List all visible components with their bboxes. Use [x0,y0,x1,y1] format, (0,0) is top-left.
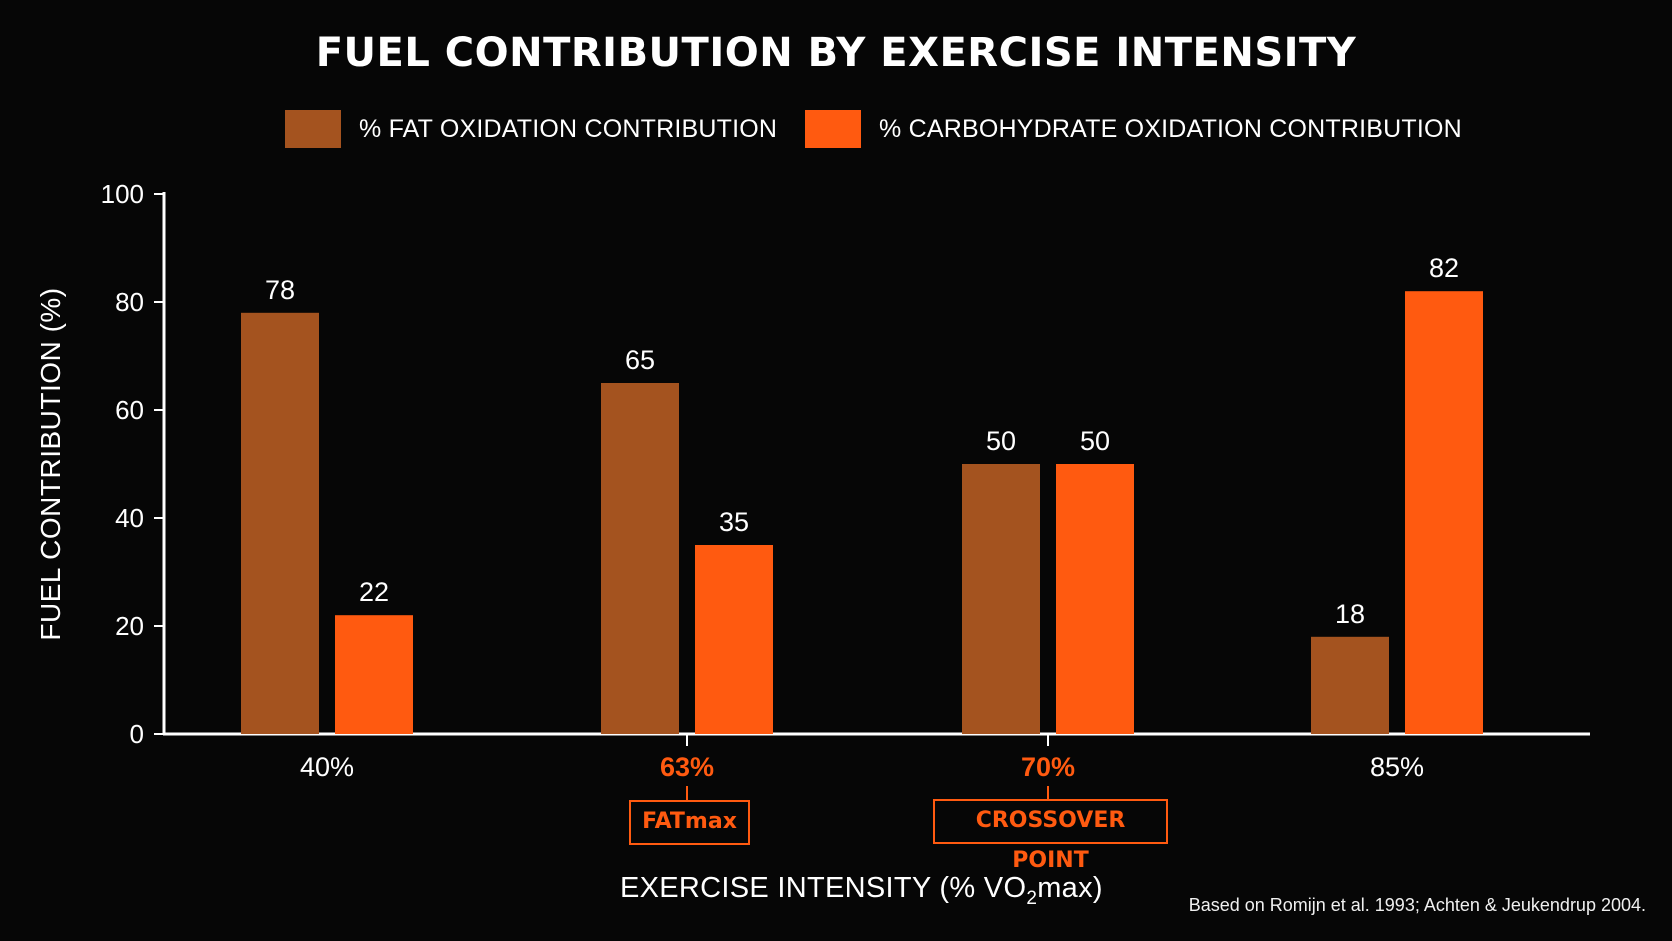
legend-label-fat: % FAT OXIDATION CONTRIBUTION [359,114,778,143]
y-axis-label: FUEL CONTRIBUTION (%) [35,287,66,640]
bar-carbohydrate-0 [335,615,413,734]
y-tick-label: 20 [115,611,144,641]
y-tick-label: 80 [115,287,144,317]
bar-carbohydrate-1 [695,545,773,734]
data-label-fat-2: 50 [986,426,1016,456]
bar-fat-0 [241,312,319,734]
x-tick-label-2: 70% [1021,752,1075,782]
legend-item-carbohydrate: % CARBOHYDRATE OXIDATION CONTRIBUTION [805,110,1462,148]
x-axis-label-suffix: max) [1037,872,1103,904]
data-label-fat-1: 65 [625,345,655,375]
bar-fat-3 [1311,636,1389,734]
x-tick-label-1: 63% [660,752,714,782]
chart-title: FUEL CONTRIBUTION BY EXERCISE INTENSITY [315,30,1357,76]
x-tick-label-3: 85% [1370,752,1424,782]
x-tick-label-0: 40% [300,752,354,782]
crossover-point-callout: CROSSOVER POINT [933,799,1168,873]
y-tick-label: 100 [101,179,144,209]
legend-swatch-carbohydrate [805,110,861,148]
y-tick-label: 60 [115,395,144,425]
fatmax-callout: FATmax [629,800,750,845]
legend-label-carbohydrate: % CARBOHYDRATE OXIDATION CONTRIBUTION [879,114,1462,143]
legend-item-fat: % FAT OXIDATION CONTRIBUTION [285,110,777,148]
data-label-fat-0: 78 [265,275,295,305]
data-label-carbohydrate-2: 50 [1080,426,1110,456]
data-label-carbohydrate-1: 35 [719,507,749,537]
bar-fat-2 [962,464,1040,734]
bar-carbohydrate-3 [1405,291,1483,734]
x-axis-label: EXERCISE INTENSITY (% VO2max) [620,872,1103,910]
data-label-carbohydrate-3: 82 [1429,253,1459,283]
source-note: Based on Romijn et al. 1993; Achten & Je… [1188,895,1646,915]
data-label-carbohydrate-0: 22 [359,577,389,607]
x-axis-label-main: EXERCISE INTENSITY (% VO [620,872,1027,904]
bar-carbohydrate-2 [1056,464,1134,734]
y-tick-label: 40 [115,503,144,533]
bar-fat-1 [601,383,679,734]
legend-swatch-fat [285,110,341,148]
data-label-fat-3: 18 [1335,599,1365,629]
x-axis-label-subscript: 2 [1026,887,1038,909]
y-tick-label: 0 [130,719,144,749]
